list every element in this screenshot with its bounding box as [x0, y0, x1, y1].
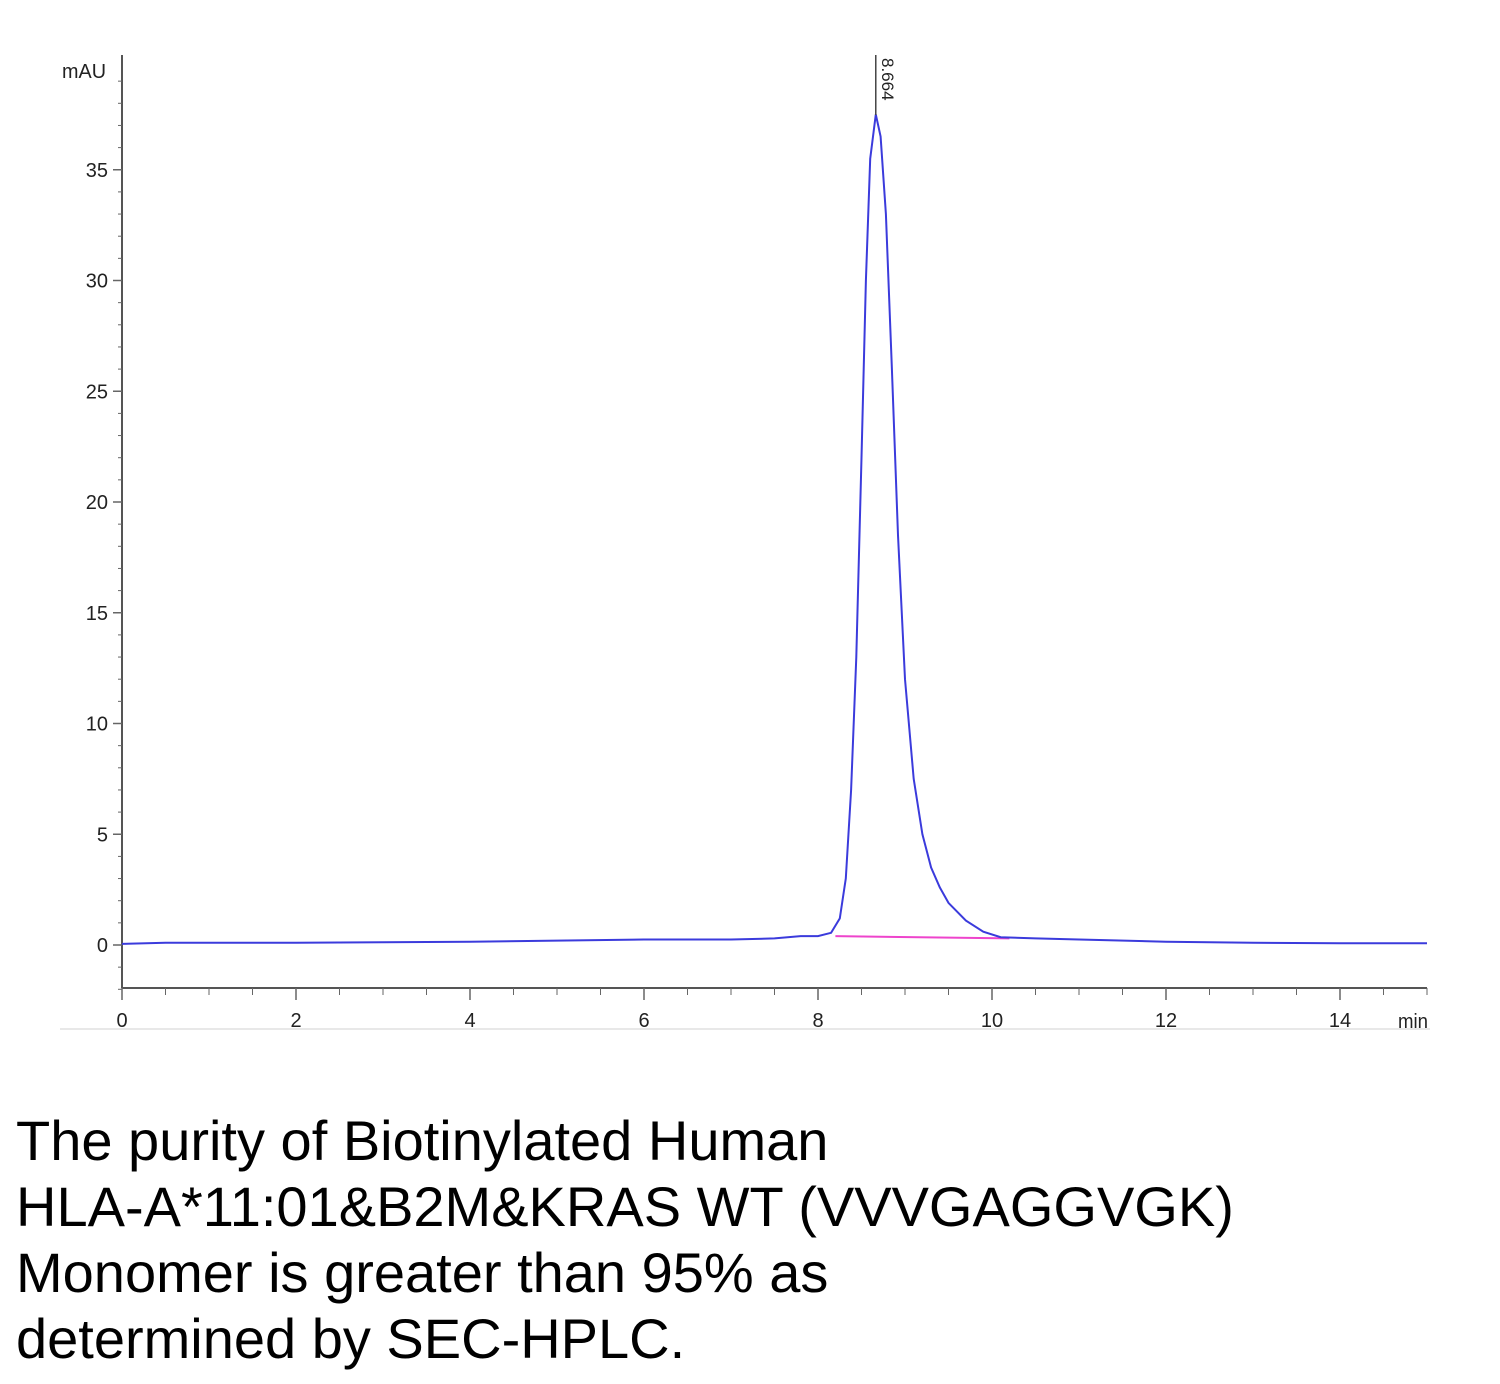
y-tick-label: 15	[86, 603, 108, 625]
caption: The purity of Biotinylated Human HLA-A*1…	[16, 1108, 1476, 1372]
caption-line-3: Monomer is greater than 95% as	[16, 1241, 829, 1304]
chromatogram-trace	[121, 114, 1427, 945]
x-tick-label: 8	[812, 1010, 823, 1032]
y-tick-label: 30	[86, 271, 108, 293]
x-tick-label: 10	[981, 1010, 1003, 1032]
y-tick-label: 35	[86, 160, 108, 182]
x-axis-unit-label: min	[1398, 1011, 1428, 1033]
y-tick-label: 25	[86, 381, 108, 403]
y-tick-label: 10	[86, 714, 108, 736]
caption-line-2: HLA-A*11:01&B2M&KRAS WT (VVVGAGGVGK)	[16, 1175, 1234, 1238]
y-tick-label: 5	[97, 824, 108, 846]
y-tick-label: 20	[86, 492, 108, 514]
x-tick-label: 4	[464, 1010, 475, 1032]
x-tick-label: 2	[290, 1010, 301, 1032]
peak-retention-time-label: 8.664	[878, 58, 897, 101]
integration-baseline	[835, 935, 1010, 940]
x-tick-label: 14	[1329, 1010, 1351, 1032]
y-tick-label: 0	[97, 935, 108, 957]
chromatogram-chart: 0 5 10 15 20 25 30 35 0 2 4 6 8 10 12 14 8.664 mAU min	[60, 55, 1430, 1033]
x-tick-label: 0	[116, 1010, 127, 1032]
caption-line-4: determined by SEC-HPLC.	[16, 1307, 686, 1370]
x-tick-label: 12	[1155, 1010, 1177, 1032]
y-axis-unit-label: mAU	[62, 61, 106, 83]
caption-line-1: The purity of Biotinylated Human	[16, 1109, 829, 1172]
x-tick-label: 6	[638, 1010, 649, 1032]
